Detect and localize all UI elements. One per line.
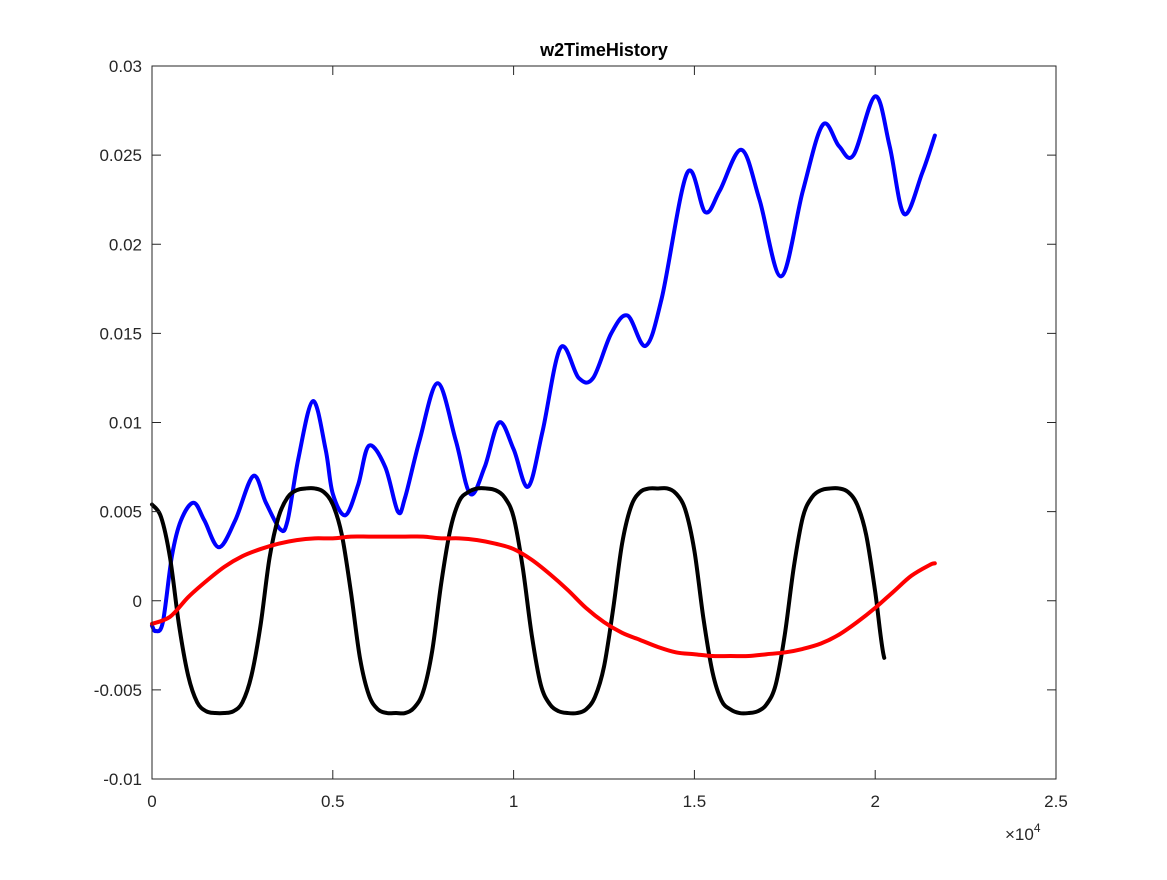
x-tick-label: 0 xyxy=(147,792,156,811)
x-exponent-label: ×104 xyxy=(1005,821,1041,844)
x-tick-label: 2.5 xyxy=(1044,792,1068,811)
y-tick-label: 0.005 xyxy=(99,503,142,522)
y-tick-label: 0.015 xyxy=(99,324,142,343)
y-tick-label: -0.01 xyxy=(103,770,142,789)
y-tick-label: 0.02 xyxy=(109,235,142,254)
y-tick-label: -0.005 xyxy=(94,681,142,700)
x-exponent-power: 4 xyxy=(1034,821,1041,835)
chart-title: w2TimeHistory xyxy=(539,40,668,60)
x-tick-label: 1.5 xyxy=(683,792,707,811)
y-tick-label: 0 xyxy=(133,592,142,611)
x-tick-label: 0.5 xyxy=(321,792,345,811)
x-exponent-base: ×10 xyxy=(1005,825,1034,844)
y-tick-label: 0.03 xyxy=(109,57,142,76)
y-tick-label: 0.01 xyxy=(109,414,142,433)
y-tick-label: 0.025 xyxy=(99,146,142,165)
x-tick-label: 2 xyxy=(870,792,879,811)
x-tick-label: 1 xyxy=(509,792,518,811)
